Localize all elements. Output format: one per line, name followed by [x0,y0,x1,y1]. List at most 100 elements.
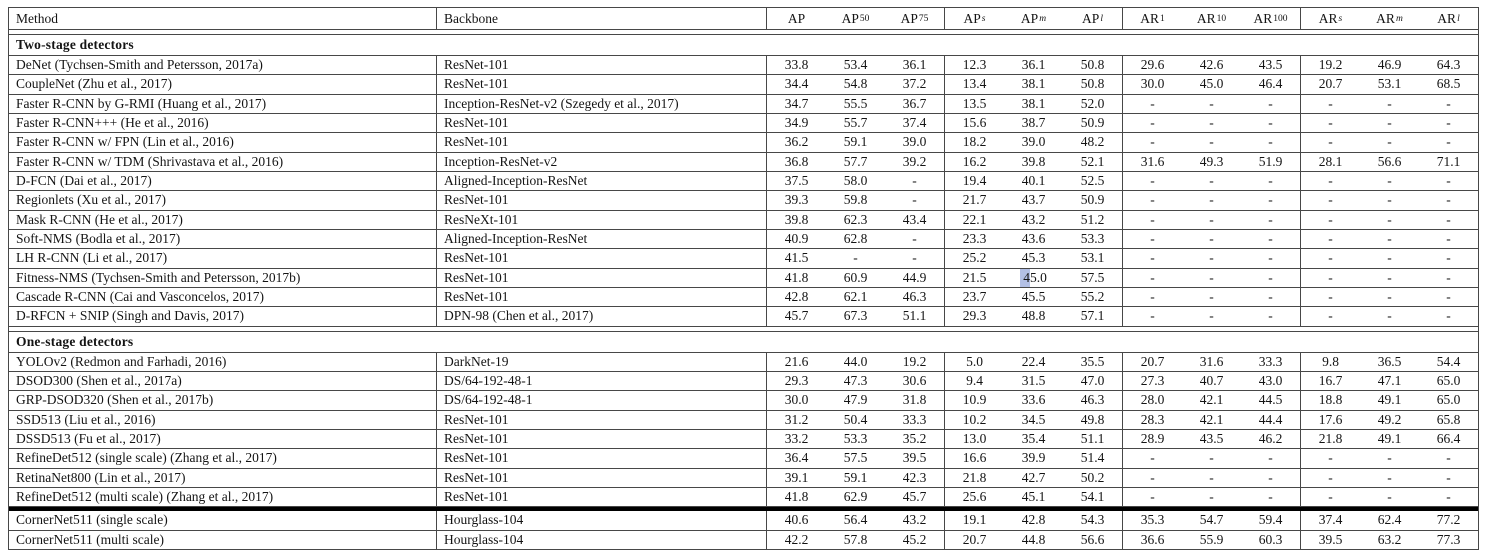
cell-value: 45.0 [1199,76,1224,92]
cell-value: - [1209,231,1214,247]
cell-value: - [1241,287,1301,307]
cell-value: 50.9 [1063,113,1123,133]
cell-value: 25.2 [962,250,987,266]
cell-value: 40.9 [784,231,809,247]
cell-value: 19.2 [1318,57,1343,73]
cell-method: Regionlets (Xu et al., 2017) [9,191,437,210]
cell-backbone: DS/64-192-48-1 [437,371,767,391]
cell-value: 10.2 [962,411,987,427]
cell-value: 36.8 [784,153,809,169]
cell-backbone: Hourglass-104 [437,511,767,530]
table-row: Regionlets (Xu et al., 2017) ResNet-101 39… [9,191,1478,211]
table-row: DeNet (Tychsen-Smith and Petersson, 2017… [9,56,1478,76]
cell-value: 9.4 [966,373,983,389]
cell-value: 57.1 [1063,307,1123,326]
table-header-row: Method Backbone AP AP 50 AP 75 AP s AP m AP l AR 1 AR… [9,8,1478,30]
table-row: D-RFCN + SNIP (Singh and Davis, 2017) DPN… [9,307,1478,327]
cell-value: - [1387,469,1392,485]
cell-value: - [885,229,945,249]
cell-value: 56.6 [1063,530,1123,549]
cell-value: - [1328,489,1333,505]
table-row: Faster R-CNN w/ TDM (Shrivastava et al.,… [9,152,1478,172]
cell-value: 50.8 [1063,75,1123,94]
cell-backbone: Inception-ResNet-v2 (Szegedy et al., 201… [437,94,767,113]
highlighted-digit: 4 [1020,268,1030,287]
cell-value: 53.1 [1377,76,1402,92]
cell-backbone: ResNet-101 [437,113,767,133]
cell-value: - [1446,250,1451,266]
cell-value: 59.1 [843,469,868,485]
cell-value: - [1446,269,1451,285]
cell-value: 39.5 [1318,531,1343,547]
table-row: RefineDet512 (single scale) (Zhang et al… [9,449,1478,469]
table-row: RefineDet512 (multi scale) (Zhang et al.… [9,487,1478,508]
cell-value: 56.6 [1377,153,1402,169]
cell-value: - [1241,449,1301,468]
cell-value: - [1241,133,1301,152]
cell-backbone: DarkNet-19 [437,352,767,371]
cell-method: GRP-DSOD320 (Shen et al., 2017b) [9,391,437,410]
thick-divider-line [9,507,1478,512]
cell-value: 50.8 [1063,56,1123,75]
column-header-method: Method [9,8,437,29]
cell-backbone: ResNet-101 [437,429,767,449]
section-gap [9,327,1478,332]
cell-value: 42.1 [1199,411,1224,427]
cell-value: 35.5 [1063,352,1123,371]
cell-value: - [1209,95,1214,111]
cell-value: 41.5 [784,250,809,266]
cell-value: 59.8 [843,192,868,208]
table-row: CornerNet511 (single scale) Hourglass-104… [9,511,1478,531]
cell-backbone: ResNet-101 [437,449,767,468]
cell-value: 21.5 [962,269,987,285]
cell-value: - [1150,134,1155,150]
cell-value: - [1241,468,1301,487]
cell-value: 49.1 [1377,431,1402,447]
cell-value: 23.7 [962,289,987,305]
cell-value: 57.5 [1063,268,1123,287]
cell-value: - [1446,192,1451,208]
cell-value: - [1446,450,1451,466]
cell-backbone: ResNet-101 [437,56,767,75]
cell-value: - [1446,134,1451,150]
cell-value: - [1209,192,1214,208]
cell-value: - [1328,469,1333,485]
column-header-ars: AR s [1318,10,1343,26]
cell-value: - [1241,191,1301,210]
cell-value: 20.7 [962,531,987,547]
cell-value: 43.7 [1021,192,1046,208]
cell-value: 5.0 [966,353,983,369]
cell-value: 46.2 [1241,429,1301,449]
cell-backbone: ResNet-101 [437,133,767,152]
cell-value: 52.1 [1063,152,1123,171]
cell-value: 34.9 [784,115,809,131]
table-row: D-FCN (Dai et al., 2017) Aligned-Inceptio… [9,171,1478,192]
cell-value: - [1328,115,1333,131]
cell-value: 56.4 [843,512,868,528]
cell-value: 34.7 [784,95,809,111]
cell-value: - [885,171,945,191]
cell-value: - [1209,115,1214,131]
table-row: DSOD300 (Shen et al., 2017a) DS/64-192-48… [9,371,1478,392]
cell-value: - [1209,469,1214,485]
cell-value: - [1150,289,1155,305]
cell-value: 40.7 [1199,373,1224,389]
column-header-arl: AR l [1437,10,1460,26]
cell-value: 55.7 [843,115,868,131]
cell-method: Faster R-CNN+++ (He et al., 2016) [9,113,437,133]
cell-value: 29.3 [784,373,809,389]
cell-method: RetinaNet800 (Lin et al., 2017) [9,468,437,487]
cell-value: 66.4 [1436,431,1461,447]
cell-value: 39.5 [885,449,945,468]
cell-value: 43.0 [1241,371,1301,391]
cell-value: - [1209,173,1214,189]
cell-value: 38.1 [1021,76,1046,92]
cell-value: 47.3 [843,373,868,389]
cell-value: - [1241,487,1301,507]
cell-value: 25.6 [962,489,987,505]
cell-value: 60.9 [843,269,868,285]
cell-backbone: Inception-ResNet-v2 [437,152,767,171]
cell-value: 13.4 [962,76,987,92]
cell-value: 44.9 [885,268,945,287]
cell-value: 62.3 [843,211,868,227]
